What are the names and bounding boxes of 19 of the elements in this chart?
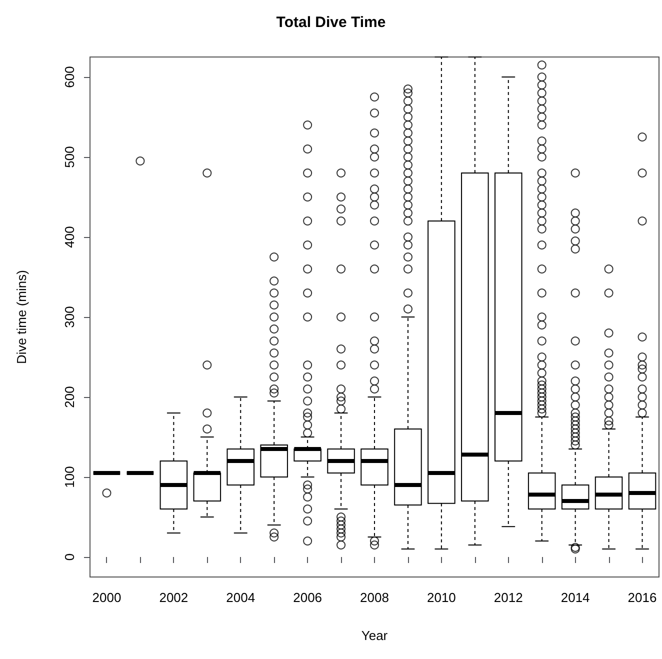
- x-tick-label: 2004: [226, 590, 256, 605]
- x-axis-title: Year: [361, 628, 388, 643]
- y-axis-title: Dive time (mins): [14, 270, 29, 364]
- y-tick-label: 100: [62, 466, 77, 488]
- y-tick-label: 400: [62, 226, 77, 248]
- x-tick-label: 2002: [159, 590, 188, 605]
- y-tick-label: 500: [62, 146, 77, 168]
- x-tick-label: 2008: [360, 590, 389, 605]
- x-tick-label: 2014: [560, 590, 590, 605]
- x-tick-label: 2000: [92, 590, 122, 605]
- x-tick-label: 2010: [426, 590, 456, 605]
- chart-title: Total Dive Time: [276, 14, 386, 31]
- x-tick-label: 2016: [628, 590, 657, 605]
- x-tick-label: 2012: [494, 590, 523, 605]
- y-tick-label: 0: [62, 553, 77, 561]
- x-tick-label: 2006: [293, 590, 322, 605]
- y-tick-label: 200: [62, 386, 77, 408]
- y-tick-label: 300: [62, 306, 77, 328]
- y-tick-label: 600: [62, 66, 77, 88]
